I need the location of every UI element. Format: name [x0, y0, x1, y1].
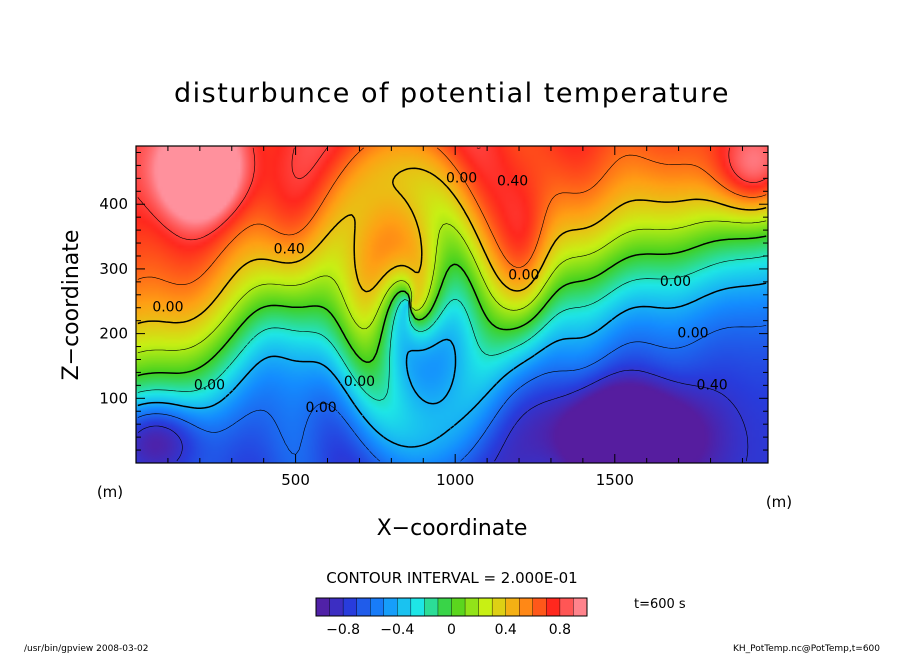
plot-frame — [135, 145, 769, 464]
axis-ticks — [136, 146, 768, 463]
x-axis-title: X−coordinate — [377, 516, 528, 541]
colorbar — [315, 597, 588, 617]
colorbar-tick-label: 0.4 — [495, 622, 517, 638]
y-tick-label: 100 — [99, 389, 128, 407]
y-tick-label: 400 — [99, 195, 128, 213]
colorbar-swatch — [397, 597, 412, 617]
x-tick-labels: 500 1000 1500 — [281, 471, 634, 489]
contour-label: 0.40 — [274, 242, 305, 258]
y-axis-title: Z−coordinate — [59, 230, 84, 381]
y-tick-labels: 100 200 300 400 — [99, 195, 128, 407]
colorbar-swatch — [424, 597, 439, 617]
contour-line — [137, 255, 767, 401]
contour-labels: 0.00 0.40 0.40 0.00 0.00 0.00 0.00 0.00 0.00 0.00… — [152, 170, 727, 416]
footer-right: KH_PotTemp.nc@PotTemp,t=600 — [733, 644, 880, 654]
colorbar-swatch — [478, 597, 493, 617]
x-unit-label-left: (m) — [97, 483, 123, 501]
x-tick-label: 1500 — [596, 471, 634, 489]
potential-temperature-field — [136, 146, 768, 463]
colorbar-swatch — [532, 597, 547, 617]
colorbar-swatch — [491, 597, 507, 617]
colorbar-swatch — [315, 597, 331, 617]
colorbar-swatch — [519, 597, 534, 617]
x-tick-label: 500 — [281, 471, 310, 489]
colorbar-swatch — [329, 597, 344, 617]
colorbar-tick-label: −0.8 — [326, 622, 360, 638]
contour-interval-label: CONTOUR INTERVAL = 2.000E-01 — [326, 569, 577, 587]
contour-line — [137, 369, 749, 462]
colorbar-swatch — [410, 597, 425, 617]
footer-left: /usr/bin/gpview 2008-03-02 — [24, 644, 148, 654]
contour-label: 0.00 — [194, 377, 225, 393]
colorbar-tick-label: −0.4 — [380, 622, 414, 638]
colorbar-swatch — [464, 597, 480, 617]
contour-label: 0.00 — [344, 374, 375, 390]
time-label: t=600 s — [634, 597, 686, 612]
colorbar-swatch — [437, 597, 453, 617]
contour-line — [137, 147, 767, 241]
colorbar-swatch — [451, 597, 466, 617]
colorbar-tick-label: 0.8 — [549, 622, 571, 638]
contour-label: 0.00 — [677, 326, 708, 342]
y-tick-label: 200 — [99, 325, 128, 343]
contour-label: 0.00 — [446, 170, 477, 186]
plot-area: 0.00 0.40 0.40 0.00 0.00 0.00 0.00 0.00 0.00 0.00… — [135, 145, 769, 464]
colorbar-swatch — [546, 597, 561, 617]
colorbar-swatch — [356, 597, 371, 617]
colorbar-swatch — [383, 597, 398, 617]
colorbar-swatch — [342, 597, 358, 617]
contour-label: 0.00 — [306, 400, 337, 416]
colorbar-tick-label: 0 — [447, 622, 456, 638]
contour-label: 0.40 — [497, 174, 528, 190]
colorbar-frame — [315, 597, 588, 617]
colorbar-tick-labels: −0.8 −0.4 0 0.4 0.8 — [326, 622, 571, 638]
contour-line — [137, 220, 767, 354]
colorbar-swatch — [559, 597, 574, 617]
contour-label: 0.00 — [508, 267, 539, 283]
contour-line — [137, 167, 767, 325]
contour-line — [137, 235, 767, 377]
colorbar-swatch — [573, 597, 588, 617]
chart-title: disturbunce of potential temperature — [174, 78, 730, 109]
contour-line — [137, 147, 767, 285]
contour-line — [137, 325, 767, 462]
y-tick-label: 300 — [99, 260, 128, 278]
contour-line — [137, 282, 767, 448]
contour-label: 0.40 — [697, 377, 728, 393]
x-tick-label: 1000 — [436, 471, 474, 489]
contour-label: 0.00 — [660, 274, 691, 290]
x-unit-label-right: (m) — [766, 493, 792, 511]
colorbar-swatch — [370, 597, 385, 617]
contour-lines — [137, 147, 767, 462]
colorbar-swatch — [505, 597, 520, 617]
contour-label: 0.00 — [152, 300, 183, 316]
